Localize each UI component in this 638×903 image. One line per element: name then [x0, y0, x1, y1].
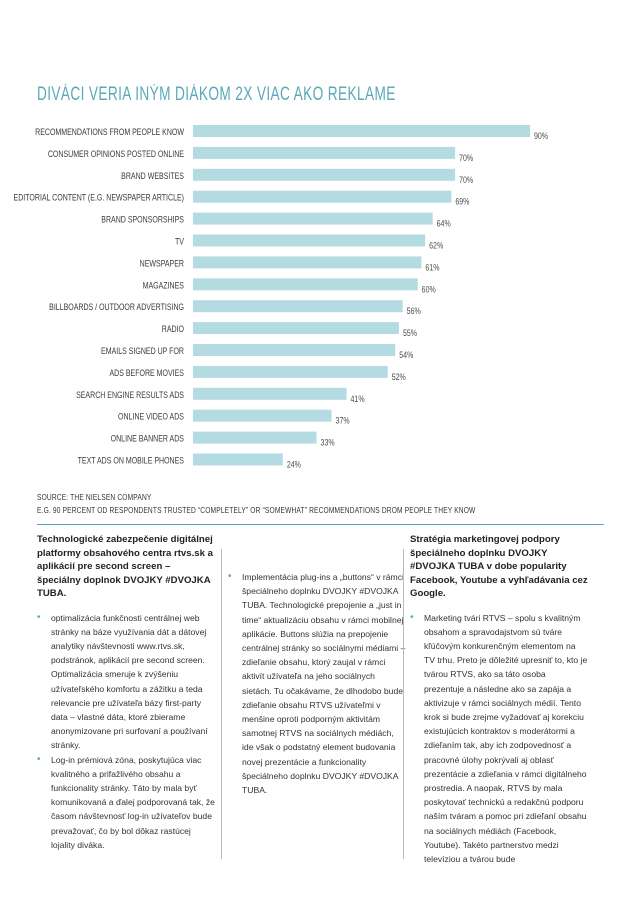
column-divider — [403, 549, 404, 859]
chart-source: SOURCE: THE NIELSEN COMPANY E.G. 90 PERC… — [37, 491, 597, 517]
column-2: Implementácia plug-ins a „buttons“ v rám… — [228, 570, 406, 797]
bar — [193, 300, 403, 313]
bar-chart: RECOMMENDATIONS FROM PEOPLE KNOW 90% CONSU… — [14, 125, 549, 470]
category-label: BILLBOARDS / OUTDOOR ADVERTISING — [49, 301, 184, 312]
data-label: 54% — [399, 349, 414, 360]
column-1: Technologické zabezpečenie digitálnej pl… — [37, 533, 215, 852]
data-label: 41% — [351, 393, 366, 404]
category-label: EDITORIAL CONTENT (E.G. NEWSPAPER ARTICL… — [14, 192, 185, 203]
list-item: Log-in prémiová zóna, poskytujúca viac k… — [37, 753, 215, 852]
bar — [193, 125, 530, 137]
source-line-1: SOURCE: THE NIELSEN COMPANY — [37, 492, 152, 502]
bar — [193, 409, 332, 422]
category-label: MAGAZINES — [143, 279, 185, 290]
data-label: 70% — [459, 152, 474, 163]
data-label: 90% — [534, 130, 549, 141]
column-2-list: Implementácia plug-ins a „buttons“ v rám… — [228, 570, 406, 797]
category-label: CONSUMER OPINIONS POSTED ONLINE — [48, 148, 184, 159]
data-label: 60% — [422, 283, 437, 294]
data-label: 52% — [392, 371, 407, 382]
category-label: ONLINE VIDEO ADS — [118, 411, 184, 422]
data-label: 56% — [407, 305, 422, 316]
column-1-heading: Technologické zabezpečenie digitálnej pl… — [37, 534, 213, 599]
category-label: SEARCH ENGINE RESULTS ADS — [76, 389, 184, 400]
data-label: 70% — [459, 174, 474, 185]
data-label: 33% — [321, 437, 336, 448]
source-line-2: E.G. 90 PERCENT OD RESPONDENTS TRUSTED “… — [37, 505, 476, 515]
column-3: Stratégia marketingovej podpory špeciáln… — [410, 533, 588, 866]
data-label: 55% — [403, 327, 418, 338]
bar — [193, 453, 283, 466]
bar — [193, 168, 456, 181]
data-label: 69% — [455, 196, 470, 207]
data-label: 61% — [425, 261, 440, 272]
category-label: EMAILS SIGNED UP FOR — [101, 345, 184, 356]
bar — [193, 256, 422, 269]
category-label: TV — [175, 235, 184, 246]
list-item: Marketing tvári RTVS – spolu s kvalitným… — [410, 611, 588, 867]
data-label: 62% — [429, 239, 444, 250]
category-label: ADS BEFORE MOVIES — [109, 367, 184, 378]
divider-line — [37, 524, 604, 525]
bar — [193, 365, 388, 378]
list-item: Implementácia plug-ins a „buttons“ v rám… — [228, 570, 406, 797]
bar — [193, 146, 456, 159]
category-label: BRAND WEBSITES — [121, 170, 184, 181]
category-label: NEWSPAPER — [140, 257, 184, 268]
category-label: ONLINE BANNER ADS — [111, 433, 185, 444]
category-label: RECOMMENDATIONS FROM PEOPLE KNOW — [35, 126, 184, 137]
bar — [193, 322, 399, 335]
category-label: RADIO — [162, 323, 185, 334]
bar — [193, 212, 433, 225]
data-label: 64% — [437, 218, 452, 229]
category-label: BRAND SPONSORSHIPS — [101, 214, 184, 225]
bar — [193, 344, 396, 356]
list-item: optimalizácia funkčnosti centrálnej web … — [37, 611, 215, 753]
chart-title: DIVÁCI VERIA INÝM DIÁKOM 2X VIAC AKO REK… — [37, 84, 396, 105]
bar — [193, 190, 452, 203]
data-label: 37% — [336, 415, 351, 426]
bar — [193, 387, 347, 400]
bar — [193, 234, 426, 247]
column-3-heading: Stratégia marketingovej podpory špeciáln… — [410, 534, 588, 599]
column-3-list: Marketing tvári RTVS – spolu s kvalitným… — [410, 611, 588, 867]
column-divider — [221, 549, 222, 859]
category-label: TEXT ADS ON MOBILE PHONES — [78, 454, 185, 465]
bar — [193, 278, 418, 291]
column-1-list: optimalizácia funkčnosti centrálnej web … — [37, 611, 215, 852]
bar — [193, 431, 317, 444]
data-label: 24% — [287, 458, 302, 469]
